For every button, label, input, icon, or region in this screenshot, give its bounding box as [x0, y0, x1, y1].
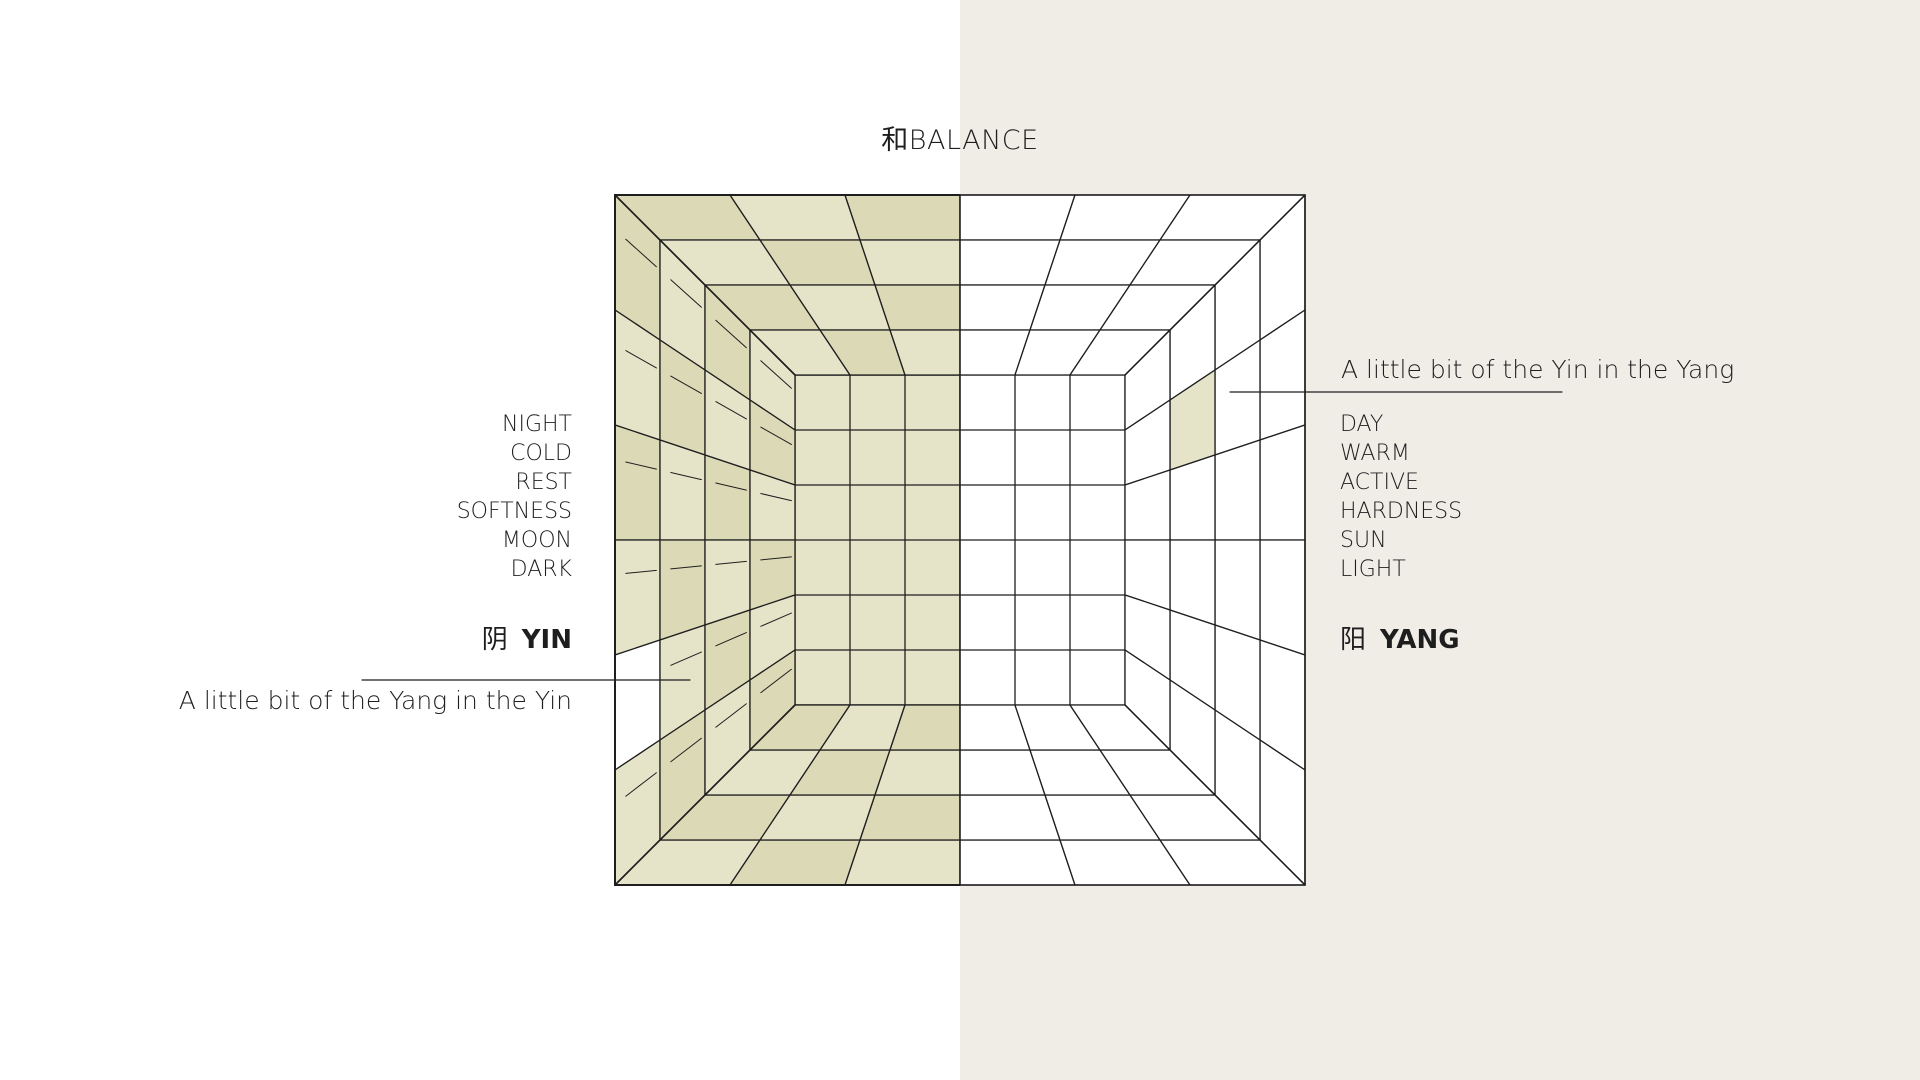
yin-ceiling-cell [844, 194, 961, 241]
yin-shelf-edge [625, 772, 657, 797]
yin-word: SOFTNESS [456, 499, 572, 524]
yin-word: MOON [501, 528, 572, 553]
yin-corner-edge [614, 704, 796, 886]
yin-word: DARK [510, 557, 572, 582]
yang-right-wall-cell [1214, 539, 1261, 641]
yin-shelf-edge [760, 426, 792, 445]
yang-callout-note: A little bit of the Yin in the Yang [1341, 355, 1735, 384]
yin-left-wall-cell [614, 424, 661, 541]
yin-shelf-edge [625, 350, 657, 369]
yang-glyph: 阳 [1340, 625, 1367, 655]
yin-floor-cell [844, 839, 961, 886]
yin-shelf-edge [625, 569, 657, 574]
callout-lines [361, 391, 1563, 681]
yin-frame [614, 194, 960, 886]
yin-shelf-edge [715, 401, 747, 420]
yin-shelf-edge [715, 319, 747, 349]
yin-shelf-edge [625, 461, 657, 470]
yang-ceiling-cell [959, 239, 1061, 286]
yang-ceiling-cell [959, 194, 1076, 241]
yin-heading: 阴 YIN [482, 621, 572, 659]
yin-left-wall-cell [704, 454, 751, 541]
yang-right-wall-cell [1214, 439, 1261, 541]
yang-floor-cell [959, 794, 1061, 841]
yang-right-wall-cell [1169, 454, 1216, 541]
yang-word: DAY [1340, 412, 1384, 437]
yin-left-wall-cell [614, 539, 661, 656]
yang-word: SUN [1340, 528, 1387, 553]
yin-shelf-edge [715, 703, 747, 728]
page-title: 和BALANCE [881, 125, 1039, 156]
yang-right-wall-cell [1259, 539, 1306, 656]
yin-shelf-edge [715, 632, 747, 647]
yin-shelf-edge [670, 472, 702, 481]
yin-corner-edge [614, 194, 796, 376]
yang-word: ACTIVE [1340, 470, 1419, 495]
yang-heading: 阳 YANG [1340, 621, 1460, 659]
yin-ceiling-cell [874, 284, 961, 331]
yin-shelf-edge [670, 375, 702, 394]
yang-attribute-list: DAY WARM ACTIVE HARDNESS SUN LIGHT [1340, 410, 1462, 584]
yang-half [959, 194, 1306, 886]
yang-word: LIGHT [1340, 557, 1406, 582]
yin-shelf-edge [760, 360, 792, 389]
yin-half [614, 194, 961, 886]
yin-floor-cell [874, 749, 961, 796]
yang-word: WARM [1340, 441, 1410, 466]
yin-word: REST [515, 470, 572, 495]
yin-callout-note: A little bit of the Yang in the Yin [178, 686, 572, 715]
yang-word: HARDNESS [1340, 499, 1463, 524]
yang-floor-cell [959, 839, 1076, 886]
yin-shelf-edge [760, 668, 792, 694]
yin-attribute-list: NIGHT COLD REST SOFTNESS MOON DARK [457, 410, 572, 584]
yin-shelf-edge [625, 238, 657, 268]
yin-glyph: 阴 [481, 625, 508, 655]
yin-floor-cell [859, 794, 961, 841]
yin-shelf-edge [715, 482, 747, 491]
yin-left-wall-cell [659, 539, 706, 641]
yin-shelf-edge [760, 493, 792, 502]
yin-shelf-edge [760, 556, 792, 561]
yin-shelf-edge [715, 560, 747, 565]
yang-frame [960, 194, 1306, 886]
yin-shelf-edge [760, 612, 792, 627]
yin-shelf-edge [670, 651, 702, 666]
yin-label: YIN [521, 625, 572, 655]
yin-shelf-edge [670, 565, 702, 570]
yin-word: COLD [510, 441, 572, 466]
yin-ceiling-cell [859, 239, 961, 286]
yang-label: YANG [1380, 625, 1460, 655]
yin-word: NIGHT [502, 412, 572, 437]
yang-corner-edge [1124, 194, 1306, 376]
yang-right-wall-cell [1259, 424, 1306, 541]
yin-shelf-edge [670, 279, 702, 308]
yin-left-wall-cell [659, 439, 706, 541]
yin-shelf-edge [670, 737, 702, 763]
yang-corner-edge [1124, 704, 1306, 886]
